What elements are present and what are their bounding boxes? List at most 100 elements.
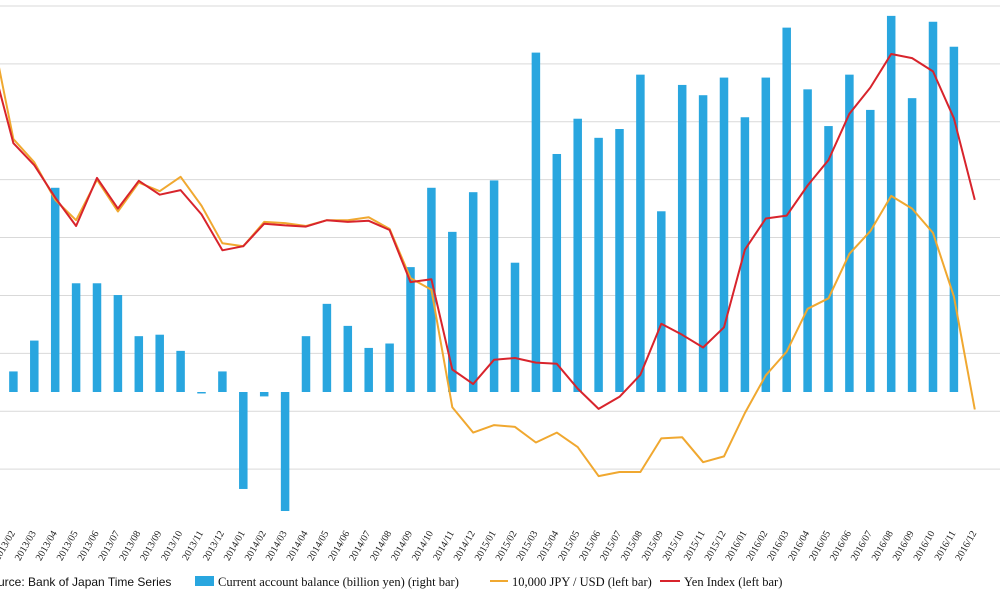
bar-2015/10 [677, 84, 687, 392]
line-jpy-usd-point-2015/08 [639, 471, 641, 473]
line-yen-index-point-2013/02 [12, 142, 14, 144]
bar-2014/05 [322, 303, 332, 392]
bar-2014/04 [301, 336, 311, 392]
line-yen-index-point-2014/08 [389, 229, 391, 231]
bar-2014/03 [280, 392, 290, 512]
line-yen-index-point-2015/09 [660, 323, 662, 325]
line-jpy-usd-point-2015/03 [535, 442, 537, 444]
bar-2015/07 [615, 129, 624, 392]
line-yen-index-point-2015/12 [723, 326, 725, 328]
legend-swatch-current-account [195, 576, 214, 586]
line-jpy-usd-point-2015/09 [660, 437, 662, 439]
line-yen-index-point-2014/12 [472, 383, 474, 385]
line-yen-index-point-2016/11 [953, 117, 955, 119]
bar-2015/09 [657, 211, 666, 392]
line-yen-index-point-2014/02 [263, 223, 265, 225]
line-jpy-usd-point-2016/09 [911, 208, 913, 210]
line-yen-index-point-2013/10 [180, 189, 182, 191]
bar-2014/12 [468, 192, 478, 392]
line-yen-index-point-2014/05 [326, 219, 328, 221]
bar-2015/11 [698, 95, 708, 392]
line-jpy-usd-point-2016/12 [974, 409, 976, 411]
line-jpy-usd-point-2015/06 [598, 475, 600, 477]
bar-2014/06 [343, 325, 353, 392]
line-yen-index-point-2016/04 [807, 185, 809, 187]
line-yen-index-point-2015/02 [514, 357, 516, 359]
line-jpy-usd-point-2013/12 [221, 242, 223, 244]
line-yen-index-point-2013/08 [138, 180, 140, 182]
line-yen-index-point-2015/03 [535, 362, 537, 364]
bar-2016/10 [928, 21, 938, 392]
line-jpy-usd-point-2016/03 [786, 351, 788, 353]
line-jpy-usd-point-2013/07 [117, 211, 119, 213]
bar-2013/11 [197, 392, 206, 394]
line-jpy-usd-point-2015/12 [723, 455, 725, 457]
bar-2015/03 [531, 52, 541, 392]
source-note: urce: Bank of Japan Time Series [0, 575, 171, 589]
line-yen-index-point-2014/04 [305, 226, 307, 228]
bar-2015/06 [594, 137, 603, 392]
bar-2016/03 [782, 27, 791, 393]
line-yen-index-point-2016/02 [765, 218, 767, 220]
line-jpy-usd-point-2016/08 [890, 195, 892, 197]
line-yen-index-point-2014/11 [451, 369, 453, 371]
x-axis-tick-labels: 22013/022013/032013/042013/052013/062013… [0, 529, 979, 563]
legend-label-yen-index: Yen Index (left bar) [684, 575, 782, 589]
bar-2016/08 [886, 15, 896, 392]
bar-2013/12 [218, 371, 227, 392]
bar-2015/02 [510, 262, 520, 392]
line-yen-index-point-2014/03 [284, 224, 286, 226]
bar-2013/02 [9, 371, 18, 392]
line-jpy-usd-point-2013/09 [159, 190, 161, 192]
bar-2013/08 [134, 336, 144, 392]
bar-2013/07 [113, 295, 123, 392]
bar-2013/05 [71, 283, 81, 392]
legend-label-jpy-usd: 10,000 JPY / USD (left bar) [512, 575, 652, 589]
line-jpy-usd-point-2016/05 [828, 297, 830, 299]
line-yen-index-point-2013/05 [75, 225, 77, 227]
current-account-bars [9, 15, 959, 512]
line-yen-index-point-2016/01 [744, 249, 746, 251]
line-yen-index-point-2015/10 [681, 334, 683, 336]
line-jpy-usd-point-2014/12 [472, 432, 474, 434]
line-yen-index-point-2015/01 [493, 359, 495, 361]
line-jpy-usd-point-2016/02 [765, 374, 767, 376]
line-jpy-usd-point-2013/05 [75, 219, 77, 221]
line-jpy-usd-point-2015/04 [556, 432, 558, 434]
bar-2013/09 [155, 334, 164, 392]
line-yen-index-point-2015/04 [556, 363, 558, 365]
line-jpy-usd-point-2016/04 [807, 308, 809, 310]
line-jpy-usd-point-2013/03 [33, 161, 35, 163]
line-jpy-usd-point-2015/02 [514, 426, 516, 428]
line-jpy-usd-point-2016/11 [953, 296, 955, 298]
line-yen-index-point-2013/12 [221, 249, 223, 251]
bar-2014/07 [364, 347, 373, 392]
line-yen-index-point-2016/07 [869, 87, 871, 89]
line-yen-index [0, 53, 976, 410]
line-yen-index-point-2013/09 [159, 194, 161, 196]
bar-2016/06 [845, 74, 854, 393]
line-yen-index-point-2015/08 [639, 374, 641, 376]
line-yen-index-point-2015/06 [598, 408, 600, 410]
bar-2013/06 [92, 283, 102, 392]
bar-2015/01 [489, 180, 499, 392]
line-jpy-usd [0, 67, 976, 478]
line-yen-index-point-2015/07 [619, 396, 621, 398]
bar-2016/01 [740, 117, 750, 392]
gridlines [0, 5, 1000, 470]
bar-2015/05 [573, 118, 582, 392]
bar-2014/02 [259, 392, 269, 397]
line-yen-index-point-2015/11 [702, 347, 704, 349]
line-jpy-usd-point-2013/11 [201, 205, 203, 207]
bar-2016/07 [866, 109, 875, 393]
line-yen-index-point-2015/05 [577, 388, 579, 390]
line-jpy-usd-point-2016/07 [869, 230, 871, 232]
bar-2014/01 [239, 392, 248, 489]
line-yen-index-point-2013/03 [33, 164, 35, 166]
line-yen-index-point-2013/11 [201, 213, 203, 215]
bar-2015/12 [719, 77, 729, 392]
bar-2016/05 [824, 126, 833, 393]
line-jpy-usd-point-2016/10 [932, 232, 934, 234]
bar-2016/09 [907, 98, 917, 393]
